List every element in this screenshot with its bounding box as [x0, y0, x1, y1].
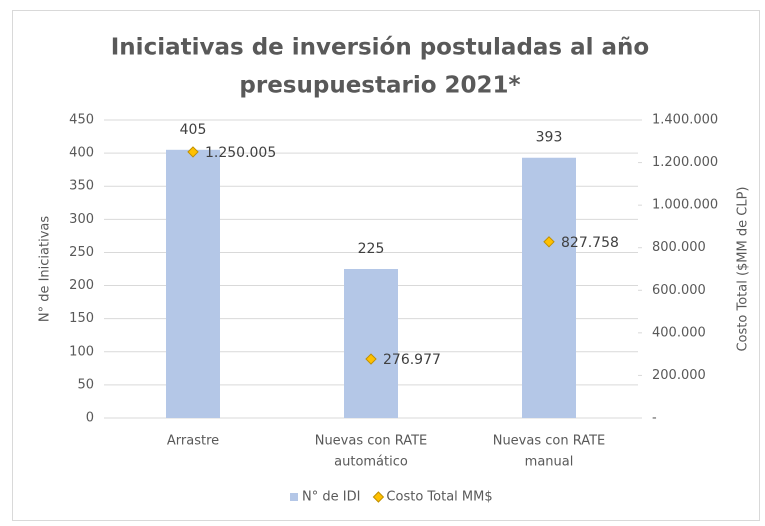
legend-swatch [372, 491, 385, 503]
y2-tick-label: 800.000 [652, 240, 706, 255]
bar [166, 149, 220, 419]
y2-tick-label: 200.000 [652, 368, 706, 383]
y-tick-label: 150 [69, 311, 94, 326]
y2-tick-label: 400.000 [652, 325, 706, 340]
x-tick-label: manual [525, 455, 574, 470]
data-label: 1.250.005 [205, 145, 276, 161]
bar [522, 157, 576, 418]
legend-label: N° de IDI [302, 490, 360, 505]
chart-border [12, 10, 760, 521]
chart-title: presupuestario 2021* [239, 73, 520, 99]
y-tick-label: 400 [69, 146, 94, 161]
x-tick-label: Arrastre [167, 434, 219, 449]
legend-swatch [290, 493, 298, 501]
bar [344, 269, 398, 418]
chart-title: Iniciativas de inversión postuladas al a… [111, 35, 649, 61]
y-tick-label: 200 [69, 278, 94, 293]
x-tick-label: Nuevas con RATE [493, 434, 606, 449]
y-tick-label: 300 [69, 212, 94, 227]
y-axis-label: N° de Iniciativas [38, 216, 53, 323]
data-label: 827.758 [561, 235, 619, 251]
data-label: 405 [180, 122, 207, 138]
y-tick-label: 0 [86, 411, 94, 426]
marker [187, 146, 199, 158]
legend-label: Costo Total MM$ [386, 490, 492, 505]
data-label: 225 [358, 241, 385, 257]
y-tick-label: 100 [69, 344, 94, 359]
x-tick-label: Nuevas con RATE [315, 434, 428, 449]
y-tick-label: 450 [69, 113, 94, 128]
data-label: 276.977 [383, 352, 441, 368]
data-label: 393 [536, 130, 563, 146]
y2-tick-label: 1.200.000 [652, 155, 718, 170]
y2-tick-label: 1.000.000 [652, 198, 718, 213]
y-tick-label: 250 [69, 245, 94, 260]
y2-tick-label: 1.400.000 [652, 113, 718, 128]
x-tick-label: automático [334, 455, 408, 470]
y-tick-label: 350 [69, 179, 94, 194]
y-tick-label: 50 [77, 377, 94, 392]
y2-tick-label: - [652, 411, 657, 426]
marker [543, 236, 555, 248]
y2-axis-label: Costo Total ($MM de CLP) [736, 186, 751, 351]
marker [365, 353, 377, 365]
y2-tick-label: 600.000 [652, 283, 706, 298]
